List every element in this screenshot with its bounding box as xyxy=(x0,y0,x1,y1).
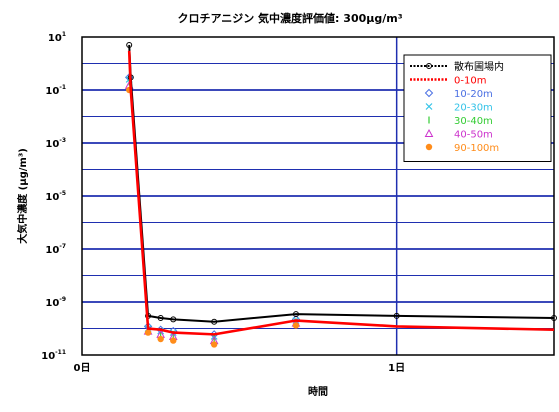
data-point xyxy=(292,322,300,329)
legend-label: 40-50m xyxy=(454,130,493,141)
y-tick-label: 10-7 xyxy=(45,243,66,256)
legend-label: 散布圃場内 xyxy=(454,60,504,73)
legend-label: 30-40m xyxy=(454,116,493,127)
legend-label: 0-10m xyxy=(454,76,486,87)
data-point xyxy=(424,88,434,98)
data-point xyxy=(157,335,164,343)
series-10-20m xyxy=(124,73,301,339)
legend-entry: 90-100m xyxy=(425,143,499,154)
data-point xyxy=(292,311,299,318)
legend-entry: 10-20m xyxy=(424,88,493,100)
legend-entry: 20-30m xyxy=(425,103,493,114)
legend-box xyxy=(403,54,552,162)
legend-entry: 30-40m xyxy=(428,116,493,127)
data-point xyxy=(210,341,218,348)
series-30-40m xyxy=(128,78,297,343)
data-point xyxy=(425,103,433,110)
data-point xyxy=(393,312,400,319)
data-point xyxy=(170,316,177,323)
series-40-50m xyxy=(124,80,301,345)
y-tick-label: 10-3 xyxy=(45,137,66,150)
data-point xyxy=(157,314,164,321)
x-tick-label: 0日 xyxy=(74,362,91,374)
legend-label: 90-100m xyxy=(454,143,499,154)
data-point xyxy=(211,318,218,325)
plot-frame xyxy=(81,36,555,356)
data-point xyxy=(426,63,432,69)
y-tick-label: 10-5 xyxy=(45,190,66,203)
y-axis-label: 大気中濃度 (μg/m³) xyxy=(16,148,29,244)
chart-title: クロチアニジン 気中濃度評価値: 300μg/m³ xyxy=(177,11,402,25)
y-axis-ticks: 10-11 10-9 10-7 10-5 10-3 10-1 101 xyxy=(41,31,66,362)
x-tick-label: 1日 xyxy=(388,362,405,374)
data-point xyxy=(425,143,433,151)
series-layer xyxy=(124,41,557,348)
legend-entry: 散布圃場内 xyxy=(410,60,504,73)
x-axis-ticks: 0日 1日 xyxy=(74,362,406,374)
x-axis-label: 時間 xyxy=(308,385,328,398)
y-tick-label: 10-9 xyxy=(45,296,66,309)
series-20-30m xyxy=(125,76,300,340)
data-point xyxy=(551,314,557,321)
data-point xyxy=(144,329,152,336)
data-point xyxy=(126,41,133,48)
y-tick-label: 10-1 xyxy=(45,84,66,97)
legend-label: 20-30m xyxy=(454,103,493,114)
legend: 散布圃場内 0-10m 10-20m 20-30m 30-40m 40-50m 90-100… xyxy=(403,54,552,162)
legend-label: 10-20m xyxy=(454,89,493,100)
series-line xyxy=(127,50,555,336)
legend-entry: 40-50m xyxy=(424,128,493,141)
series-90-100m xyxy=(126,86,300,348)
series-0-10m xyxy=(127,50,555,336)
legend-entry: 0-10m xyxy=(410,76,486,87)
y-tick-label: 10-11 xyxy=(41,349,66,362)
data-point xyxy=(424,128,434,137)
data-point xyxy=(170,337,177,344)
y-tick-label: 101 xyxy=(48,31,66,44)
